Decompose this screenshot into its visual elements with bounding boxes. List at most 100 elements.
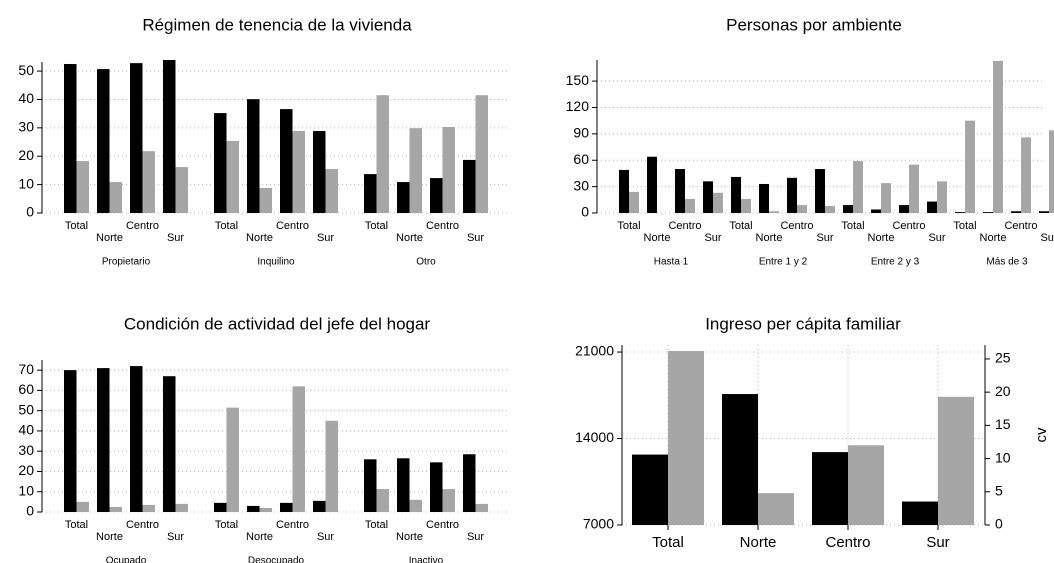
x-tick-label: Centro	[126, 519, 159, 531]
bar	[64, 370, 77, 512]
bar	[713, 192, 723, 213]
bar	[313, 130, 326, 213]
bar	[442, 126, 455, 213]
bar	[797, 205, 807, 213]
x-tick-label: Total	[365, 220, 388, 232]
bar	[848, 445, 884, 525]
x-tick-label: Centro	[668, 220, 701, 232]
bar	[629, 191, 639, 213]
y-tick-label: 30	[18, 442, 34, 458]
bar	[825, 205, 835, 213]
bar	[675, 169, 685, 213]
bar	[812, 452, 848, 525]
x-tick-label: Norte	[396, 232, 423, 244]
x-tick-label: Centro	[426, 220, 459, 232]
bar	[881, 183, 891, 213]
y-tick-label: 40	[18, 422, 34, 438]
x-tick-label: Centro	[825, 534, 870, 551]
x-tick-label: Centro	[426, 519, 459, 531]
x-tick-label: Sur	[317, 232, 334, 244]
group-label: Entre 1 y 2	[759, 257, 808, 268]
bar	[647, 156, 657, 213]
x-tick-label: Centro	[1004, 220, 1037, 232]
group-label: Otro	[416, 257, 436, 268]
y-tick-label: 50	[18, 62, 34, 78]
y-tick-label: 60	[573, 151, 589, 167]
y-tick-label: 50	[18, 401, 34, 417]
bar	[364, 174, 377, 213]
x-tick-label: Total	[215, 220, 238, 232]
y2-tick-label: 0	[995, 516, 1003, 532]
x-tick-label: Total	[841, 220, 864, 232]
x-tick-label: Total	[65, 220, 88, 232]
x-tick-label: Total	[365, 519, 388, 531]
bar	[442, 489, 455, 512]
x-tick-label: Sur	[928, 232, 945, 244]
group-label: Hasta 1	[654, 257, 689, 268]
bar	[313, 500, 326, 512]
y-tick-label: 20	[18, 462, 34, 478]
bar	[965, 120, 975, 213]
y-tick-label: 0	[26, 204, 34, 220]
y-tick-label: 30	[18, 119, 34, 135]
y-tick-label: 0	[26, 503, 34, 519]
bar	[632, 454, 668, 525]
bar	[226, 140, 239, 213]
group-label: Más de 3	[986, 257, 1028, 268]
x-tick-label: Norte	[96, 531, 123, 543]
bar	[364, 459, 377, 512]
bar	[97, 69, 110, 214]
bar	[175, 503, 188, 512]
x-tick-label: Norte	[396, 531, 423, 543]
bar	[843, 205, 853, 213]
chart-title: Régimen de tenencia de la vivienda	[142, 15, 412, 34]
bar	[759, 183, 769, 213]
bar	[430, 178, 443, 213]
bar	[325, 169, 338, 213]
x-tick-label: Centro	[780, 220, 813, 232]
y2-tick-label: 20	[995, 383, 1011, 399]
bar	[163, 376, 176, 512]
bar	[937, 181, 947, 213]
bar	[993, 60, 1003, 214]
bar	[175, 167, 188, 213]
bar	[64, 63, 77, 213]
group-label: Entre 2 y 3	[871, 257, 920, 268]
x-tick-label: Centro	[126, 220, 159, 232]
y-tick-label: 150	[566, 72, 590, 88]
bar	[722, 394, 758, 525]
x-tick-label: Total	[215, 519, 238, 531]
x-tick-label: Sur	[926, 534, 949, 551]
bar	[983, 212, 993, 213]
group-label: Ocupado	[106, 556, 147, 563]
y-tick-label: 20	[18, 147, 34, 163]
bar	[397, 458, 410, 512]
x-tick-label: Norte	[644, 232, 671, 244]
bar	[619, 169, 629, 213]
bar	[1039, 211, 1049, 213]
bar	[787, 177, 797, 213]
y2-tick-label: 15	[995, 416, 1011, 432]
y-tick-label: 70	[18, 361, 34, 377]
bar	[280, 109, 293, 213]
x-tick-label: Norte	[756, 232, 783, 244]
bar	[668, 350, 704, 525]
x-tick-label: Norte	[246, 531, 273, 543]
bar	[758, 493, 794, 525]
chart-title: Personas por ambiente	[726, 15, 902, 34]
y-tick-label: 90	[573, 125, 589, 141]
bar	[214, 113, 227, 213]
bar	[76, 161, 89, 213]
bar	[938, 396, 974, 525]
x-tick-label: Sur	[467, 531, 484, 543]
y2-axis-label: cv	[1033, 427, 1050, 443]
x-tick-label: Sur	[704, 232, 721, 244]
bar	[397, 182, 410, 213]
bar	[871, 209, 881, 213]
bar	[259, 507, 272, 512]
bar	[1011, 211, 1021, 213]
y2-tick-label: 5	[995, 482, 1003, 498]
bar	[685, 198, 695, 213]
bar	[815, 169, 825, 213]
x-tick-label: Centro	[892, 220, 925, 232]
